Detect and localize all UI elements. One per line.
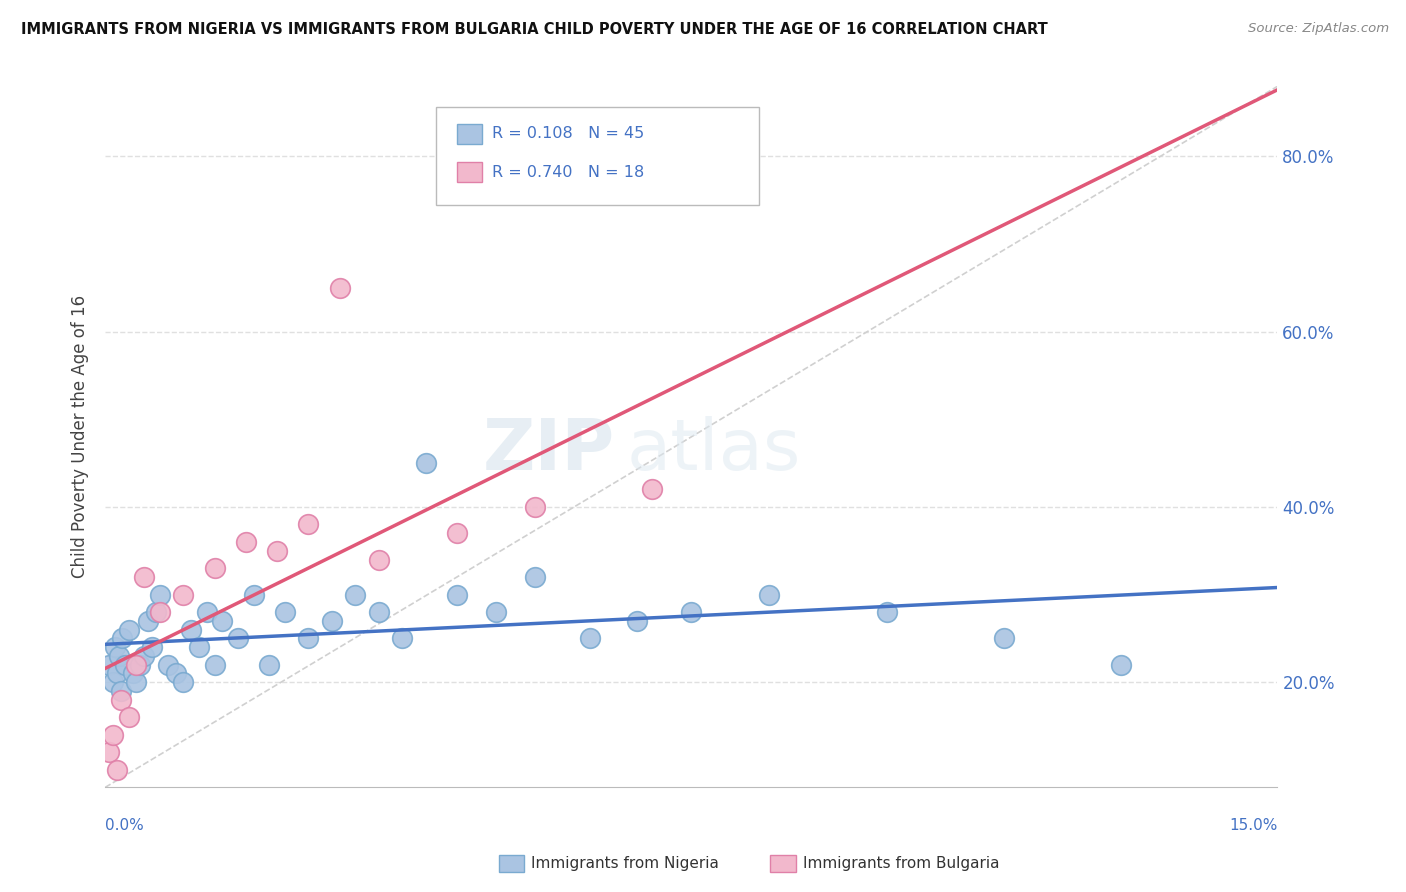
Point [415,456,437,470]
Point [121,666,143,681]
Point [626,614,648,628]
Point [1109,657,1132,672]
Point [226,632,249,646]
Point [149,588,172,602]
Y-axis label: Child Poverty Under the Age of 16: Child Poverty Under the Age of 16 [72,295,89,578]
Point [104,640,127,655]
Text: ZIP: ZIP [482,417,614,485]
Text: 15.0%: 15.0% [1229,818,1278,833]
Point [876,605,898,619]
Point [129,657,152,672]
Point [578,632,600,646]
Point [446,588,468,602]
Point [485,605,508,619]
Point [180,623,202,637]
Point [125,657,148,672]
Point [101,675,124,690]
Text: 0.0%: 0.0% [105,818,143,833]
Point [195,605,218,619]
Point [266,543,288,558]
Point [110,692,132,706]
Point [141,640,163,655]
Point [681,605,703,619]
Point [149,605,172,619]
Point [136,614,159,628]
Point [145,605,167,619]
Point [165,666,187,681]
Point [446,526,468,541]
Point [235,535,257,549]
Point [105,666,128,681]
Point [98,657,121,672]
Point [172,675,194,690]
Point [524,570,547,584]
Point [118,710,141,724]
Text: R = 0.740   N = 18: R = 0.740 N = 18 [492,165,644,179]
Point [118,623,141,637]
Point [242,588,264,602]
Point [98,745,121,759]
Point [993,632,1015,646]
Point [114,657,136,672]
Text: Immigrants from Nigeria: Immigrants from Nigeria [531,856,720,871]
Point [156,657,179,672]
Point [172,588,194,602]
Point [367,605,389,619]
Point [105,763,128,777]
Point [259,657,281,672]
Text: Immigrants from Bulgaria: Immigrants from Bulgaria [803,856,1000,871]
Point [524,500,547,514]
Point [391,632,413,646]
Text: IMMIGRANTS FROM NIGERIA VS IMMIGRANTS FROM BULGARIA CHILD POVERTY UNDER THE AGE : IMMIGRANTS FROM NIGERIA VS IMMIGRANTS FR… [21,22,1047,37]
Point [134,570,156,584]
Point [641,483,664,497]
Point [367,552,389,566]
Text: atlas: atlas [627,417,801,485]
Point [297,632,319,646]
Point [125,675,148,690]
Point [204,657,226,672]
Point [188,640,211,655]
Point [329,281,352,295]
Point [211,614,233,628]
Point [204,561,226,575]
Point [111,632,134,646]
Point [134,648,156,663]
Text: R = 0.108   N = 45: R = 0.108 N = 45 [492,127,644,141]
Point [758,588,780,602]
Point [344,588,367,602]
Point [297,517,319,532]
Point [101,728,124,742]
Point [108,648,131,663]
Point [274,605,297,619]
Point [321,614,343,628]
Text: Source: ZipAtlas.com: Source: ZipAtlas.com [1249,22,1389,36]
Point [110,684,132,698]
